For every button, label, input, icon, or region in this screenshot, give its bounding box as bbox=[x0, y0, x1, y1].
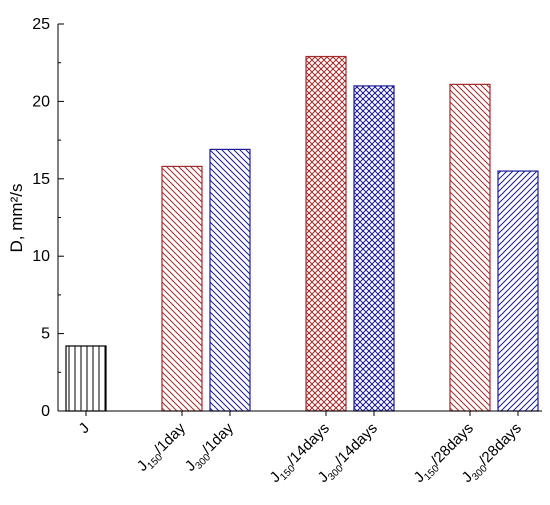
y-tick-label: 10 bbox=[32, 248, 50, 265]
y-tick-label: 15 bbox=[32, 171, 50, 188]
y-tick-label: 5 bbox=[41, 326, 50, 343]
bar-j150-14days bbox=[305, 55, 347, 412]
y-axis-title: D, mm²/s bbox=[7, 184, 26, 253]
y-ticks-group: 0 5 10 15 20 25 bbox=[32, 16, 64, 420]
y-tick-label: 25 bbox=[32, 16, 50, 33]
x-tick-label: J bbox=[76, 420, 93, 437]
x-tick-label: J300/1day bbox=[182, 419, 240, 477]
y-tick-label: 20 bbox=[32, 93, 50, 110]
bar-j150-28days bbox=[449, 83, 491, 412]
bar-j300-28days bbox=[497, 170, 539, 412]
x-tick-label: J150/1day bbox=[134, 419, 192, 477]
bar-j300-1day bbox=[209, 148, 251, 412]
bar-j bbox=[65, 345, 107, 412]
x-ticks-group: JJ150/1dayJ300/1dayJ150/14daysJ300/14day… bbox=[76, 411, 525, 486]
bar-j300-14days bbox=[353, 85, 395, 412]
bars-group bbox=[65, 55, 539, 412]
y-tick-label: 0 bbox=[41, 403, 50, 420]
bar-j150-1day bbox=[161, 165, 203, 412]
